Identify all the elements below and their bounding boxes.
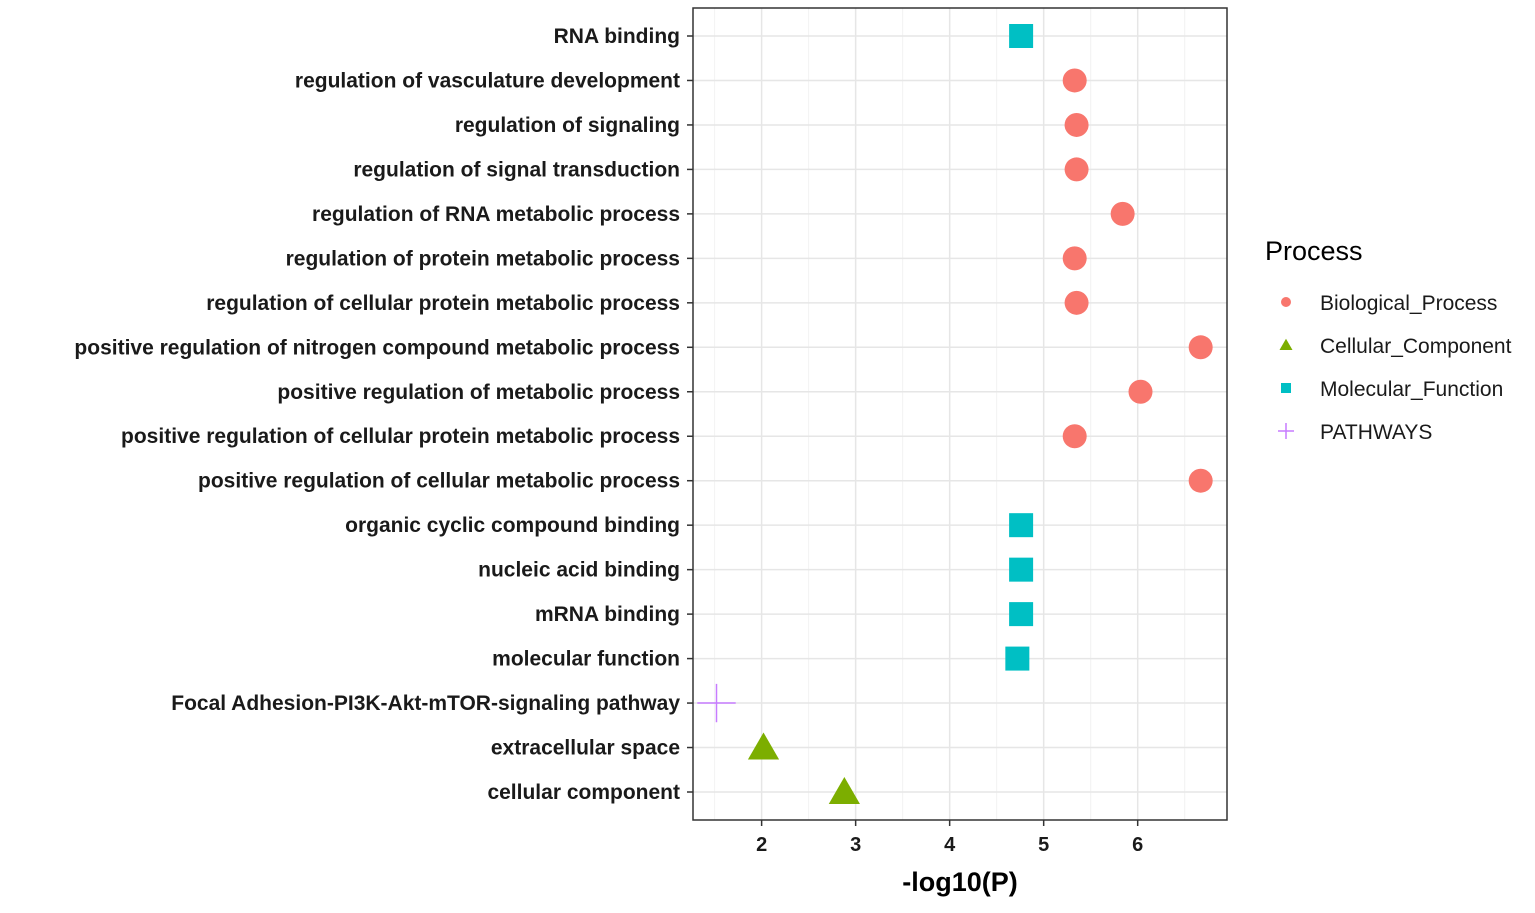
data-point-molecular_function [1009, 557, 1034, 582]
data-point-pathways [697, 683, 736, 723]
x-axis-label: -log10(P) [902, 867, 1018, 897]
data-point-biological_process [1128, 379, 1153, 404]
legend: Process Biological_Process Cellular_Compo… [1265, 236, 1512, 444]
x-tick-label: 6 [1132, 834, 1143, 856]
data-point-biological_process [1062, 424, 1087, 449]
x-tick-label: 3 [850, 834, 861, 856]
x-tick-label: 2 [756, 834, 767, 856]
data-point-molecular_function [1009, 602, 1034, 627]
data-point-biological_process [1064, 112, 1089, 137]
data-point-biological_process [1064, 290, 1089, 315]
y-tick-label: Focal Adhesion-PI3K-Akt-mTOR-signaling p… [171, 692, 680, 715]
data-point-biological_process [1188, 335, 1213, 360]
legend-label: Molecular_Function [1320, 378, 1503, 401]
y-tick-label: regulation of signaling [455, 114, 680, 137]
x-tick-label: 4 [944, 834, 956, 856]
legend-label: Biological_Process [1320, 292, 1497, 315]
x-tick-label: 5 [1038, 834, 1049, 856]
y-tick-label: regulation of signal transduction [353, 158, 680, 181]
y-tick-label: positive regulation of metabolic process [277, 381, 680, 404]
data-point-biological_process [1064, 157, 1089, 182]
legend-label: PATHWAYS [1320, 421, 1432, 444]
data-point-biological_process [1110, 201, 1135, 226]
y-tick-label: positive regulation of nitrogen compound… [74, 336, 680, 359]
x-axis-ticks: 2 3 4 5 6 [756, 820, 1143, 856]
y-tick-label: organic cyclic compound binding [345, 514, 680, 537]
y-tick-label: nucleic acid binding [478, 559, 680, 582]
data-point-molecular_function [1009, 24, 1034, 48]
plot-panel-border [692, 7, 1228, 821]
y-tick-label: regulation of cellular protein metabolic… [206, 292, 680, 315]
legend-title: Process [1265, 236, 1363, 266]
data-point-biological_process [1062, 246, 1087, 271]
grid [693, 8, 1227, 820]
y-tick-label: cellular component [487, 781, 680, 804]
y-axis-labels: RNA binding regulation of vasculature dev… [74, 25, 693, 804]
y-tick-label: molecular function [492, 648, 680, 671]
y-tick-label: positive regulation of cellular protein … [121, 425, 680, 448]
data-point-cellular_component [828, 777, 860, 804]
data-point-molecular_function [1009, 513, 1034, 538]
y-tick-label: positive regulation of cellular metaboli… [198, 470, 680, 493]
data-point-cellular_component [747, 732, 780, 760]
legend-key-cellular_component [1279, 338, 1293, 350]
data-points [697, 24, 1213, 804]
legend-label: Cellular_Component [1320, 335, 1512, 358]
data-point-biological_process [1062, 68, 1087, 93]
y-tick-label: regulation of protein metabolic process [286, 247, 680, 270]
legend-key-pathways [1278, 423, 1294, 439]
y-tick-label: regulation of vasculature development [295, 69, 680, 92]
legend-key-biological_process [1281, 297, 1291, 307]
y-tick-label: RNA binding [554, 25, 680, 48]
y-tick-label: regulation of RNA metabolic process [312, 203, 680, 226]
data-point-molecular_function [1005, 646, 1030, 671]
y-tick-label: extracellular space [491, 737, 680, 760]
data-point-biological_process [1188, 468, 1213, 493]
legend-key-molecular_function [1281, 383, 1291, 393]
y-tick-label: mRNA binding [535, 603, 680, 626]
